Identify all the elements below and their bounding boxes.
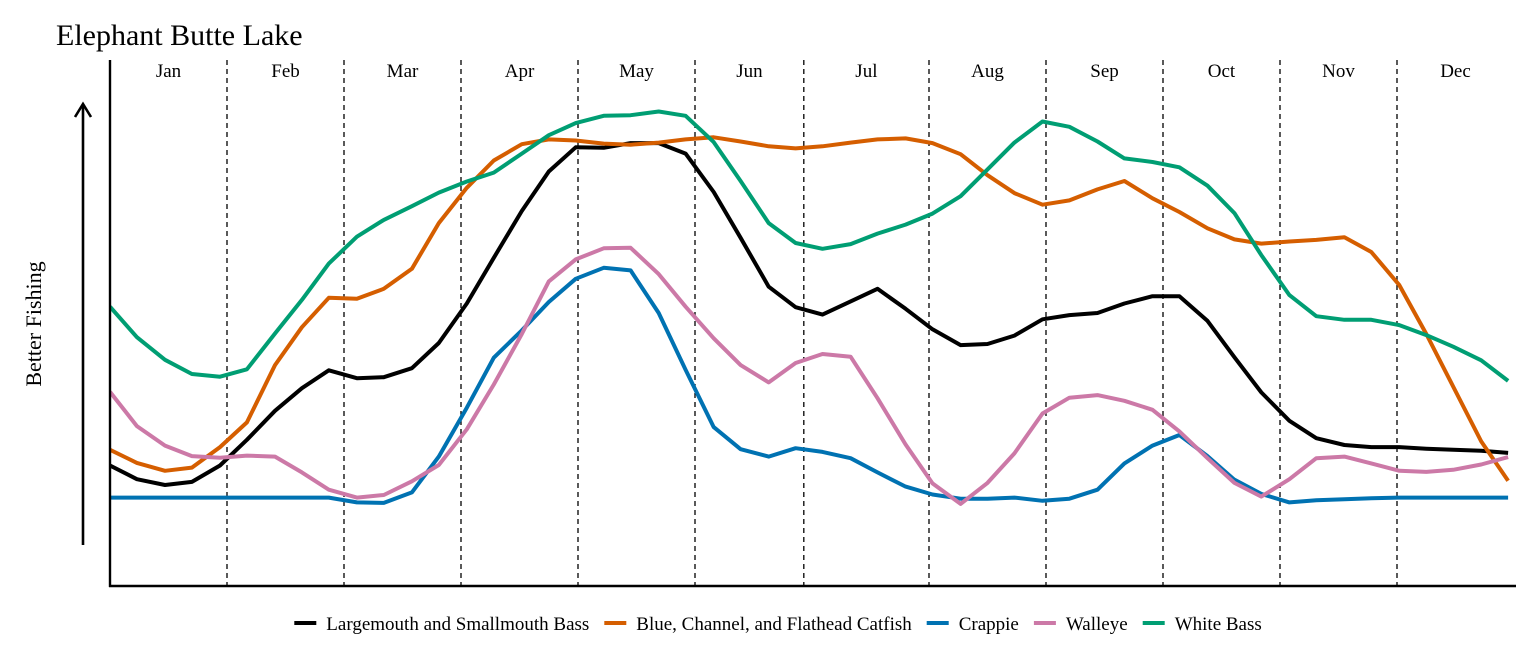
series-line-largemouth-and-smallmouth-bass bbox=[110, 141, 1509, 487]
up-arrow-icon bbox=[73, 101, 93, 545]
month-label-dec: Dec bbox=[1440, 61, 1471, 82]
month-labels: Jan Feb Mar Apr May Jun Jul Aug Sep Oct Nov Dec bbox=[156, 61, 1471, 82]
month-separators bbox=[226, 60, 1398, 586]
legend-item: Blue, Channel, and Flathead Catfish bbox=[604, 614, 912, 635]
month-label-aug: Aug bbox=[971, 61, 1004, 82]
series-line-crappie bbox=[110, 265, 1509, 505]
legend-item: Crappie bbox=[926, 614, 1019, 635]
series-lines bbox=[110, 109, 1510, 506]
legend-item: Walleye bbox=[1033, 614, 1128, 635]
legend-item: White Bass bbox=[1142, 614, 1262, 635]
month-label-apr: Apr bbox=[505, 61, 535, 82]
chart-title: Elephant Butte Lake bbox=[56, 19, 303, 52]
month-label-nov: Nov bbox=[1322, 61, 1355, 82]
month-label-oct: Oct bbox=[1208, 61, 1236, 82]
month-label-jun: Jun bbox=[736, 61, 763, 82]
month-label-jul: Jul bbox=[855, 61, 877, 82]
series-line-walleye bbox=[110, 245, 1509, 506]
month-label-mar: Mar bbox=[387, 61, 419, 82]
series-line-blue-channel-and-flathead-catfish bbox=[110, 135, 1510, 482]
month-label-jan: Jan bbox=[156, 61, 182, 82]
legend-label: Largemouth and Smallmouth Bass bbox=[326, 614, 589, 635]
legend-label: White Bass bbox=[1175, 614, 1262, 635]
month-label-sep: Sep bbox=[1090, 61, 1119, 82]
legend-label: Walleye bbox=[1066, 614, 1128, 635]
legend: Largemouth and Smallmouth Bass Blue, Chan… bbox=[294, 614, 1262, 635]
legend-label: Crappie bbox=[959, 614, 1019, 635]
legend-label: Blue, Channel, and Flathead Catfish bbox=[636, 614, 912, 635]
month-label-feb: Feb bbox=[271, 61, 300, 82]
y-axis-label: Better Fishing bbox=[21, 261, 46, 386]
legend-item: Largemouth and Smallmouth Bass bbox=[294, 614, 589, 635]
month-label-may: May bbox=[619, 61, 654, 82]
series-line-white-bass bbox=[110, 109, 1510, 383]
